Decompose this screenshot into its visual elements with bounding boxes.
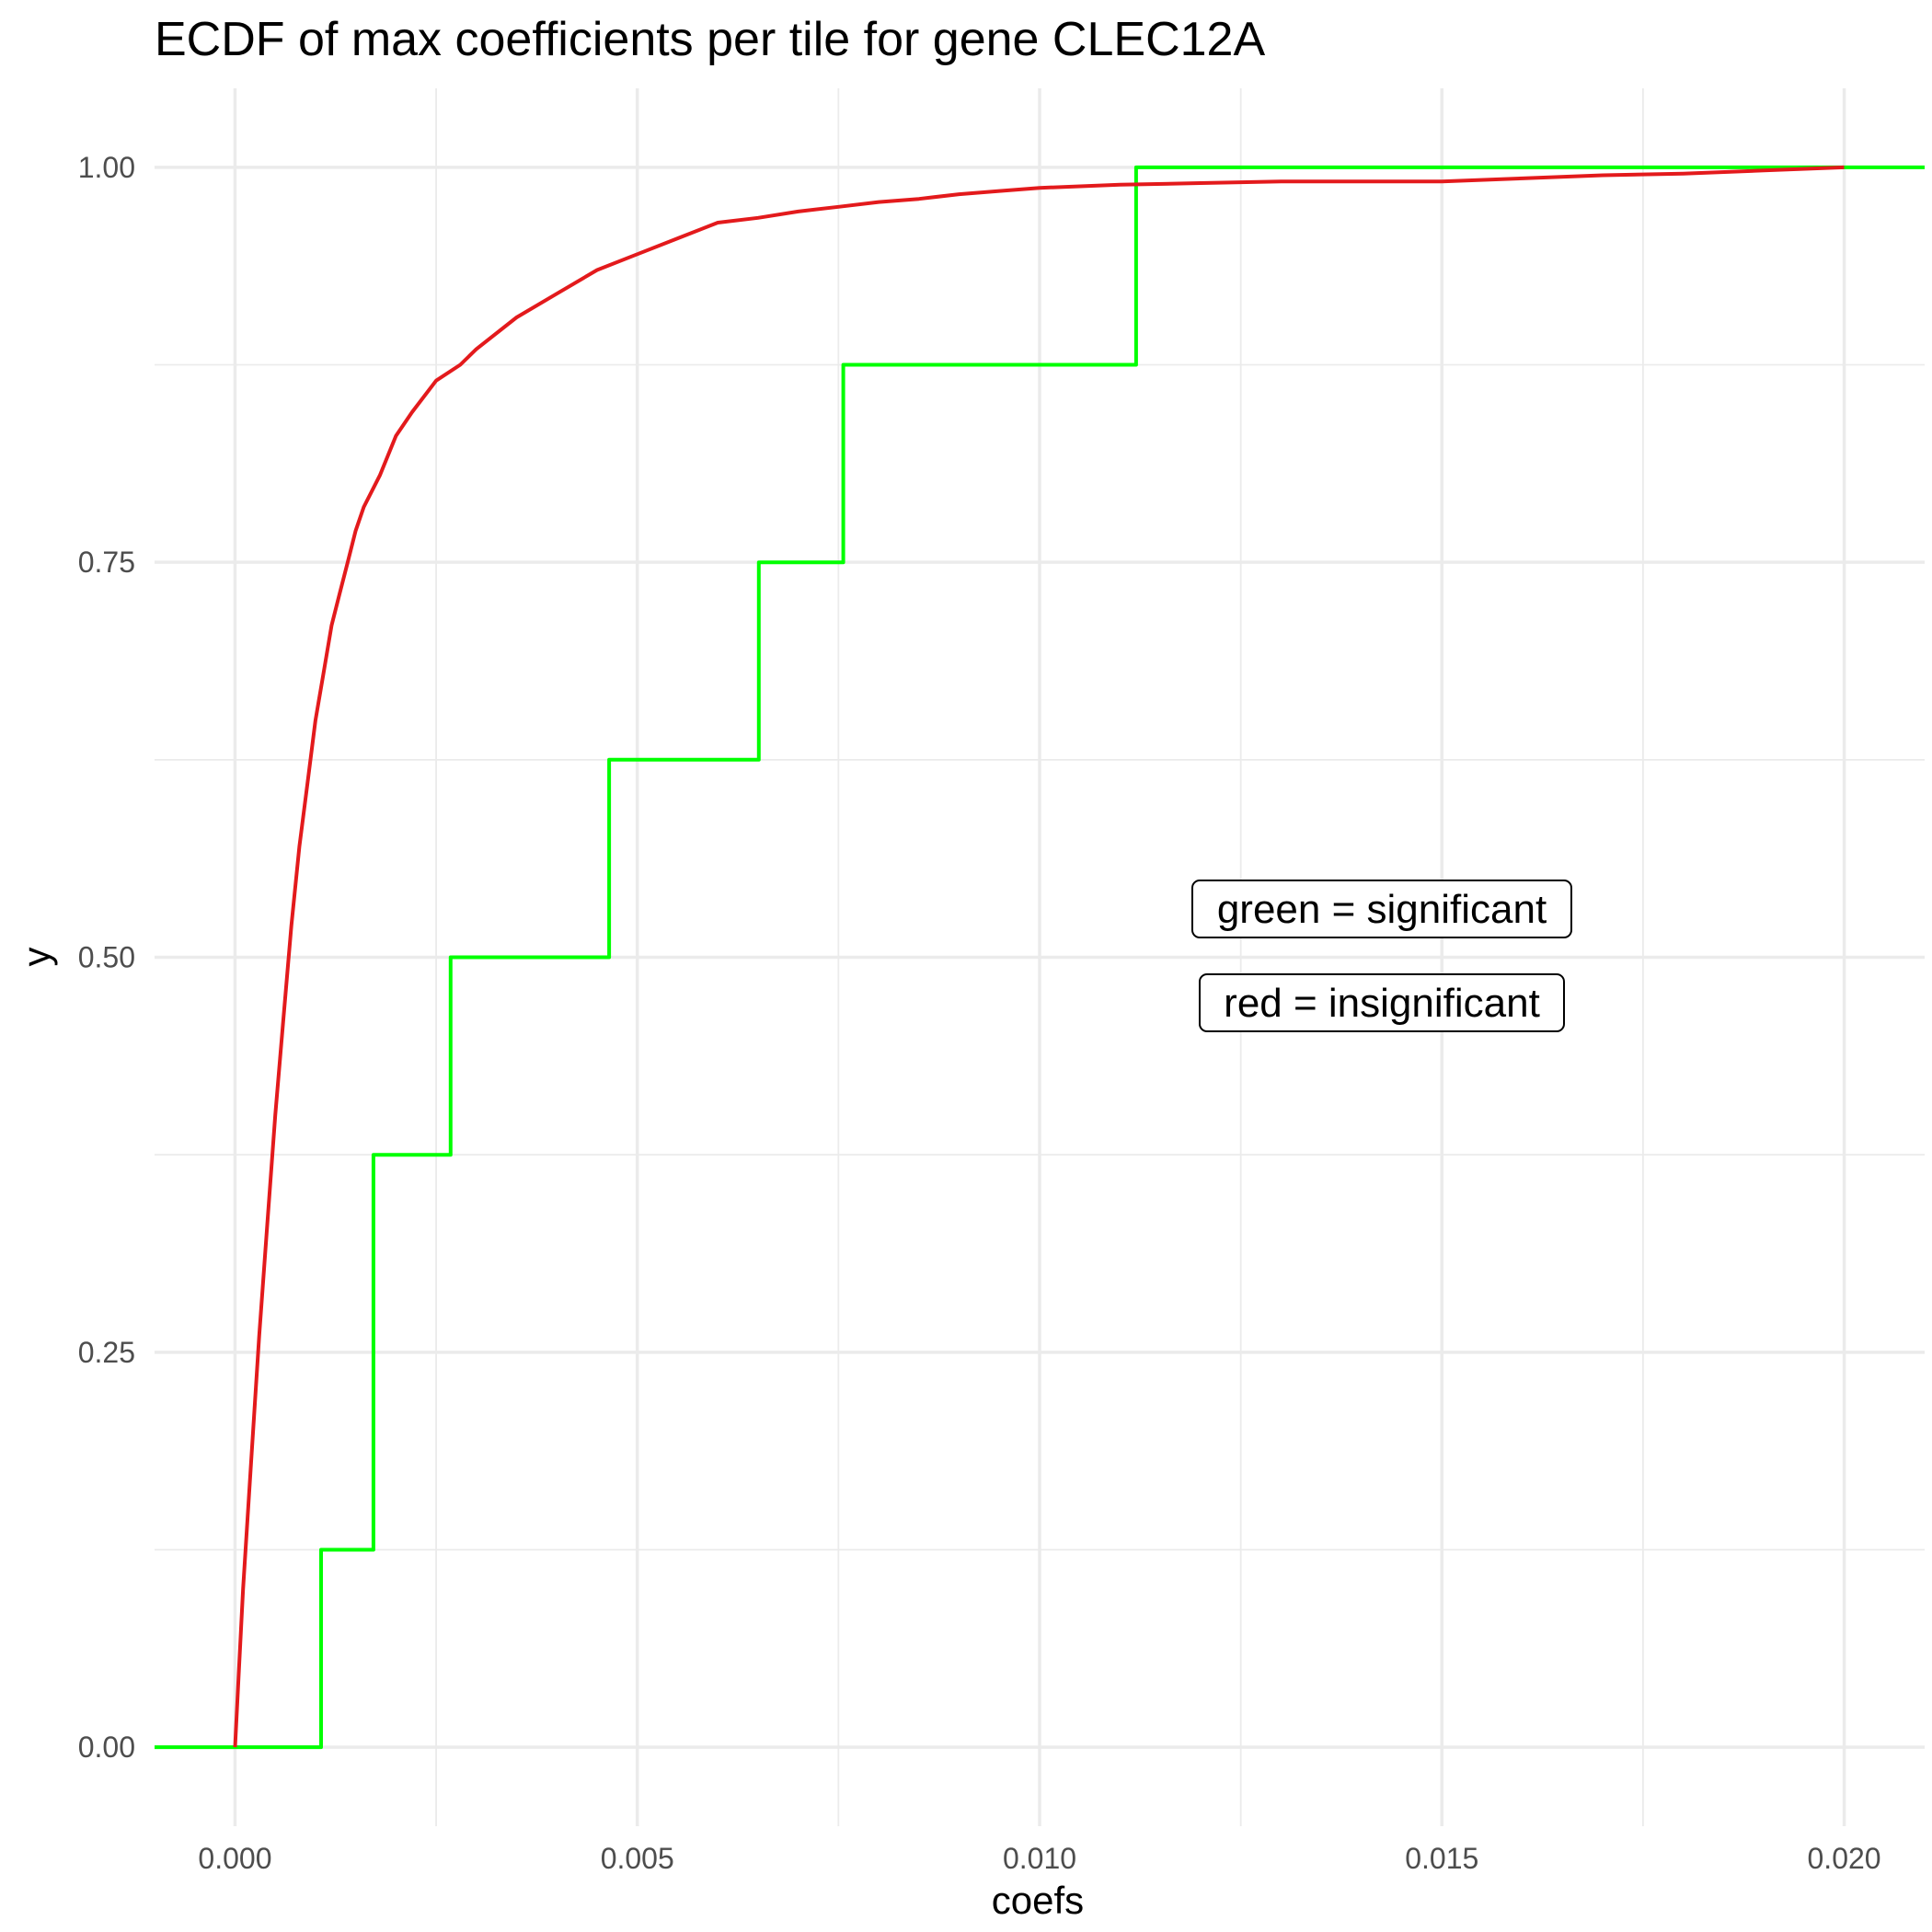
chart-title: ECDF of max coefficients per tile for ge… bbox=[155, 13, 1265, 66]
annotation-boxes: green = significant red = insignificant bbox=[1191, 880, 1572, 1032]
y-tick-label: 0.50 bbox=[78, 941, 135, 974]
y-tick-label: 0.75 bbox=[78, 546, 135, 579]
annotation-box bbox=[1191, 880, 1572, 938]
x-tick-label: 0.015 bbox=[1405, 1842, 1478, 1875]
annotation-label: green = significant bbox=[1217, 887, 1547, 932]
y-axis-label: y bbox=[15, 948, 58, 967]
ecdf-line-insignificant bbox=[233, 165, 1845, 1748]
ecdf-line-significant bbox=[155, 165, 1925, 1750]
y-tick-label: 0.25 bbox=[78, 1336, 135, 1369]
x-axis-label: coefs bbox=[992, 1879, 1084, 1922]
series-layer bbox=[155, 165, 1925, 1750]
x-tick-labels: 0.000 0.005 0.010 0.015 0.020 bbox=[198, 1842, 1880, 1875]
x-tick-label: 0.005 bbox=[601, 1842, 674, 1875]
x-tick-label: 0.000 bbox=[198, 1842, 271, 1875]
y-tick-label: 0.00 bbox=[78, 1731, 135, 1764]
x-tick-label: 0.010 bbox=[1003, 1842, 1076, 1875]
x-tick-label: 0.020 bbox=[1808, 1842, 1881, 1875]
y-tick-label: 1.00 bbox=[78, 151, 135, 184]
annotation-label: red = insignificant bbox=[1224, 981, 1540, 1026]
grid-major-lines bbox=[155, 88, 1925, 1826]
annotation-box bbox=[1199, 973, 1565, 1032]
y-tick-labels: 0.00 0.25 0.50 0.75 1.00 bbox=[78, 151, 135, 1764]
